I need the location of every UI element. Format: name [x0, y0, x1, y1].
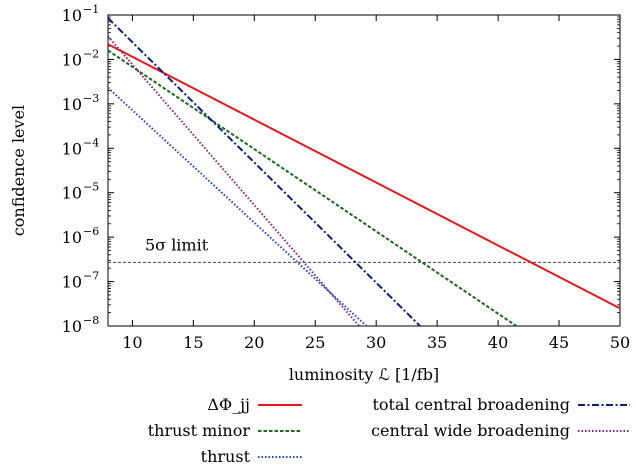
legend-label: thrust minor — [148, 421, 251, 440]
y-tick-label: 10 — [62, 317, 82, 336]
axes — [107, 14, 621, 327]
y-tick-label: 10 — [62, 6, 82, 25]
y-tick-exponent: −3 — [83, 92, 99, 105]
legend-label: total central broadening — [372, 395, 570, 414]
y-tick-exponent: −8 — [83, 314, 99, 327]
y-tick-exponent: −1 — [83, 3, 99, 16]
x-axis-label: luminosity ℒ [1/fb] — [289, 365, 439, 384]
y-tick-label: 10 — [62, 184, 82, 203]
plot-frame — [107, 14, 621, 327]
legend-label: thrust — [201, 447, 251, 465]
x-tick-label: 35 — [427, 333, 447, 352]
series-line — [108, 35, 360, 326]
y-tick-label: 10 — [62, 95, 82, 114]
legend-label: ΔΦ_jj — [207, 395, 250, 414]
x-tick-label: 30 — [366, 333, 386, 352]
y-tick-label: 10 — [62, 50, 82, 69]
y-tick-exponent: −6 — [83, 225, 99, 238]
y-tick-label: 10 — [62, 273, 82, 292]
y-tick-exponent: −4 — [83, 136, 99, 149]
series-line — [108, 49, 517, 326]
x-tick-label: 40 — [488, 333, 508, 352]
y-tick-exponent: −7 — [83, 270, 99, 283]
y-axis-label: confidence level — [9, 105, 28, 236]
y-tick-exponent: −5 — [83, 181, 99, 194]
legend-label: central wide broadening — [371, 421, 570, 440]
series-line — [108, 43, 620, 310]
x-tick-label: 15 — [183, 333, 203, 352]
x-tick-label: 10 — [122, 333, 142, 352]
x-tick-label: 20 — [244, 333, 264, 352]
x-tick-label: 45 — [549, 333, 569, 352]
tick-layer: 10 15 20 25 30 35 40 45 5010−810−710−610−510−410… — [62, 3, 631, 352]
y-tick-exponent: −2 — [83, 47, 99, 60]
series-line — [108, 17, 421, 326]
series-line — [108, 87, 368, 326]
y-tick-label: 10 — [62, 139, 82, 158]
series-layer — [108, 17, 620, 326]
y-tick-label: 10 — [62, 228, 82, 247]
reference-line-label: 5σ limit — [145, 235, 209, 254]
x-tick-label: 50 — [610, 333, 630, 352]
label-layer: 5σ limit luminosity ℒ [1/fb] confidence le… — [9, 105, 439, 384]
x-tick-label: 25 — [305, 333, 325, 352]
